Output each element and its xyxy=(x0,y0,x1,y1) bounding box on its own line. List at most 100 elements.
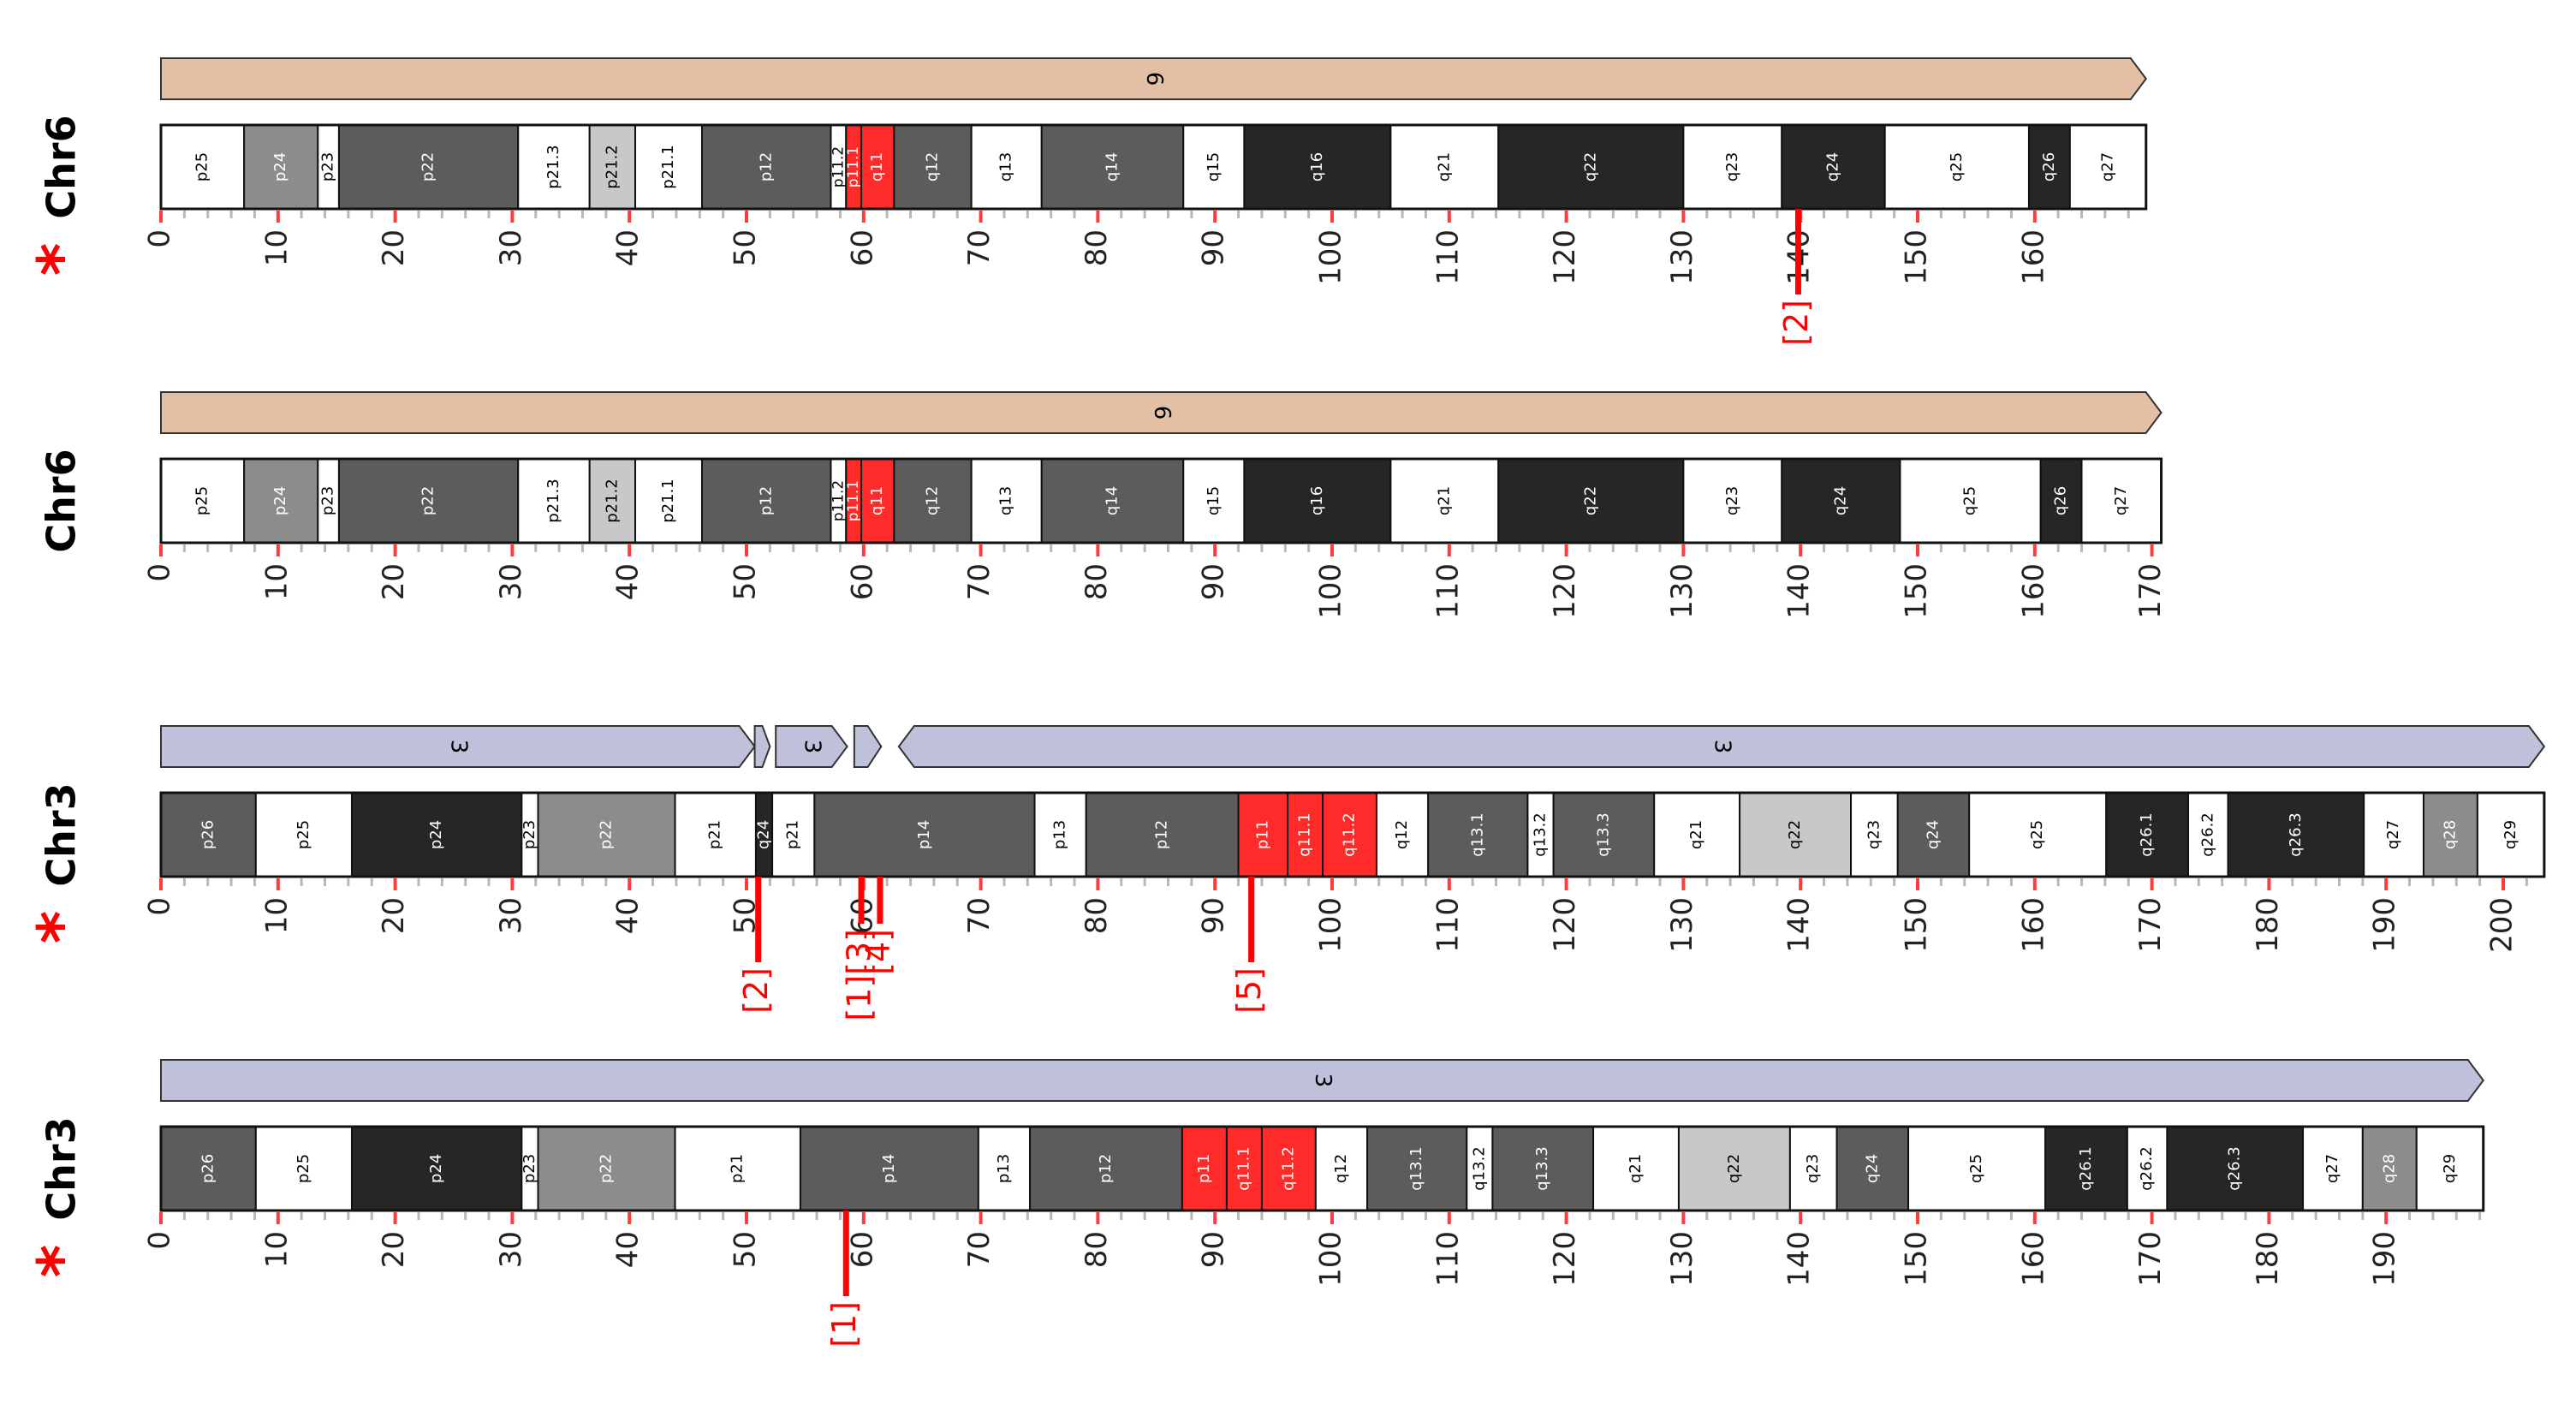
band-label: q13.3 xyxy=(1594,812,1612,857)
band-label: p23 xyxy=(319,486,337,515)
tick-label: 20 xyxy=(377,897,411,934)
rearranged-star-icon: * xyxy=(25,243,98,277)
band-label: q11.1 xyxy=(1234,1146,1252,1191)
band-label: q29 xyxy=(2441,1154,2459,1183)
tick-label: 10 xyxy=(259,897,294,934)
tick-label: 200 xyxy=(2485,897,2519,953)
tick-label: 160 xyxy=(2016,229,2050,285)
band-label: p13 xyxy=(995,1154,1013,1183)
band-label: q22 xyxy=(1786,820,1804,849)
chromosome-band xyxy=(1182,124,1246,210)
chromosome-band xyxy=(2363,792,2424,878)
chromosome-outline xyxy=(159,123,2148,211)
band-label: q26 xyxy=(2052,486,2070,515)
tick-label: 20 xyxy=(377,1231,411,1268)
breakpoint-label: [1][3] xyxy=(841,929,878,1021)
tick-label: 90 xyxy=(1197,1231,1231,1268)
tick-label: 170 xyxy=(2133,1231,2168,1287)
chromosome-band xyxy=(2476,792,2545,878)
band-label: p25 xyxy=(294,820,312,849)
chromosome-track: Chr3 * 3 p26 p25 p24 p23 p22 p21 p14 p13 p12 p11 q11.… xyxy=(25,1059,2485,1347)
tick-label: 10 xyxy=(259,1231,294,1268)
band-label: p11.2 xyxy=(829,480,846,521)
band-label: q25 xyxy=(1961,486,1979,515)
chromosome-label: Chr3 xyxy=(39,1116,85,1220)
tick-label: 120 xyxy=(1548,1231,1582,1287)
tick-label: 100 xyxy=(1314,897,1348,953)
band-label: q11.1 xyxy=(1296,812,1314,857)
rearranged-star-icon: * xyxy=(25,911,98,944)
chromosome-band xyxy=(1260,1126,1317,1211)
breakpoint-label: [2] xyxy=(737,967,775,1014)
tick-label: 70 xyxy=(962,229,996,266)
tick-label: 180 xyxy=(2251,1231,2285,1287)
band-label: p12 xyxy=(757,486,775,515)
tick-label: 0 xyxy=(143,897,177,916)
band-label: p21.3 xyxy=(544,145,562,189)
band-label: q27 xyxy=(2323,1154,2341,1183)
chromosome-band xyxy=(337,458,520,544)
band-label: p21.1 xyxy=(659,479,677,523)
tick-label: 50 xyxy=(729,563,763,600)
tick-label: 130 xyxy=(1665,229,1699,285)
derivation-arrow xyxy=(853,725,883,768)
derivation-label: 3 xyxy=(1310,1074,1336,1088)
band-label: q23 xyxy=(1865,820,1883,849)
band-label: p11.2 xyxy=(829,146,846,187)
band-label: q24 xyxy=(1924,820,1942,849)
chromosome-band xyxy=(160,1126,257,1211)
band-label: q14 xyxy=(1104,486,1121,515)
band-label: q25 xyxy=(1967,1154,1985,1183)
tick-label: 110 xyxy=(1431,563,1465,619)
chromosome-band xyxy=(2166,1126,2305,1211)
band-label: q21 xyxy=(1687,820,1705,849)
chromosome-band xyxy=(317,458,340,544)
band-label: p24 xyxy=(427,1154,445,1183)
chromosome-band xyxy=(1181,1126,1228,1211)
band-label: p22 xyxy=(419,152,437,181)
chromosome-band xyxy=(1653,792,1741,878)
band-label: p11 xyxy=(1195,1154,1213,1183)
chromosome-band xyxy=(2080,458,2163,544)
band-label: p24 xyxy=(427,820,445,849)
band-label: p23 xyxy=(521,820,538,849)
tick-label: 140 xyxy=(1782,563,1817,619)
breakpoint-label: [1] xyxy=(825,1301,863,1347)
band-label: q28 xyxy=(2380,1154,2398,1183)
band-label: q22 xyxy=(1581,486,1599,515)
band-label: q14 xyxy=(1104,152,1121,181)
chromosome-band xyxy=(1552,792,1656,878)
tick-label: 80 xyxy=(1080,897,1114,934)
tick-label: 120 xyxy=(1548,229,1582,285)
band-label: p24 xyxy=(271,152,289,181)
band-label: q22 xyxy=(1725,1154,1743,1183)
band-label: q11 xyxy=(868,152,886,181)
tick-label: 90 xyxy=(1197,563,1231,600)
band-label: q11.2 xyxy=(1341,812,1359,857)
tick-label: 160 xyxy=(2016,1231,2050,1287)
band-label: p11.1 xyxy=(844,146,861,187)
tick-label: 30 xyxy=(494,897,528,934)
chromosome-band xyxy=(1466,1126,1494,1211)
band-label: p21.1 xyxy=(659,145,677,189)
chromosome-band xyxy=(1899,458,2042,544)
band-label: q27 xyxy=(2384,820,2402,849)
tick-label: 50 xyxy=(729,1231,763,1268)
tick-label: 150 xyxy=(1900,1231,1934,1287)
tick-label: 80 xyxy=(1080,1231,1114,1268)
tick-label: 130 xyxy=(1665,897,1699,953)
chromosome-label: Chr3 xyxy=(39,782,85,886)
tick-label: 80 xyxy=(1080,229,1114,266)
chromosome-band xyxy=(2105,792,2190,878)
tick-label: 140 xyxy=(1782,897,1817,953)
band-label: q26.1 xyxy=(2138,812,2156,857)
tick-label: 0 xyxy=(143,229,177,248)
derivation-arrow xyxy=(160,391,2163,434)
tick-label: 100 xyxy=(1314,229,1348,285)
tick-label: 40 xyxy=(611,563,645,600)
band-label: q13.3 xyxy=(1533,1146,1551,1191)
derivation-arrow xyxy=(160,1059,2484,1102)
derivation-label: 3 xyxy=(445,740,471,754)
tick-label: 130 xyxy=(1665,563,1699,619)
